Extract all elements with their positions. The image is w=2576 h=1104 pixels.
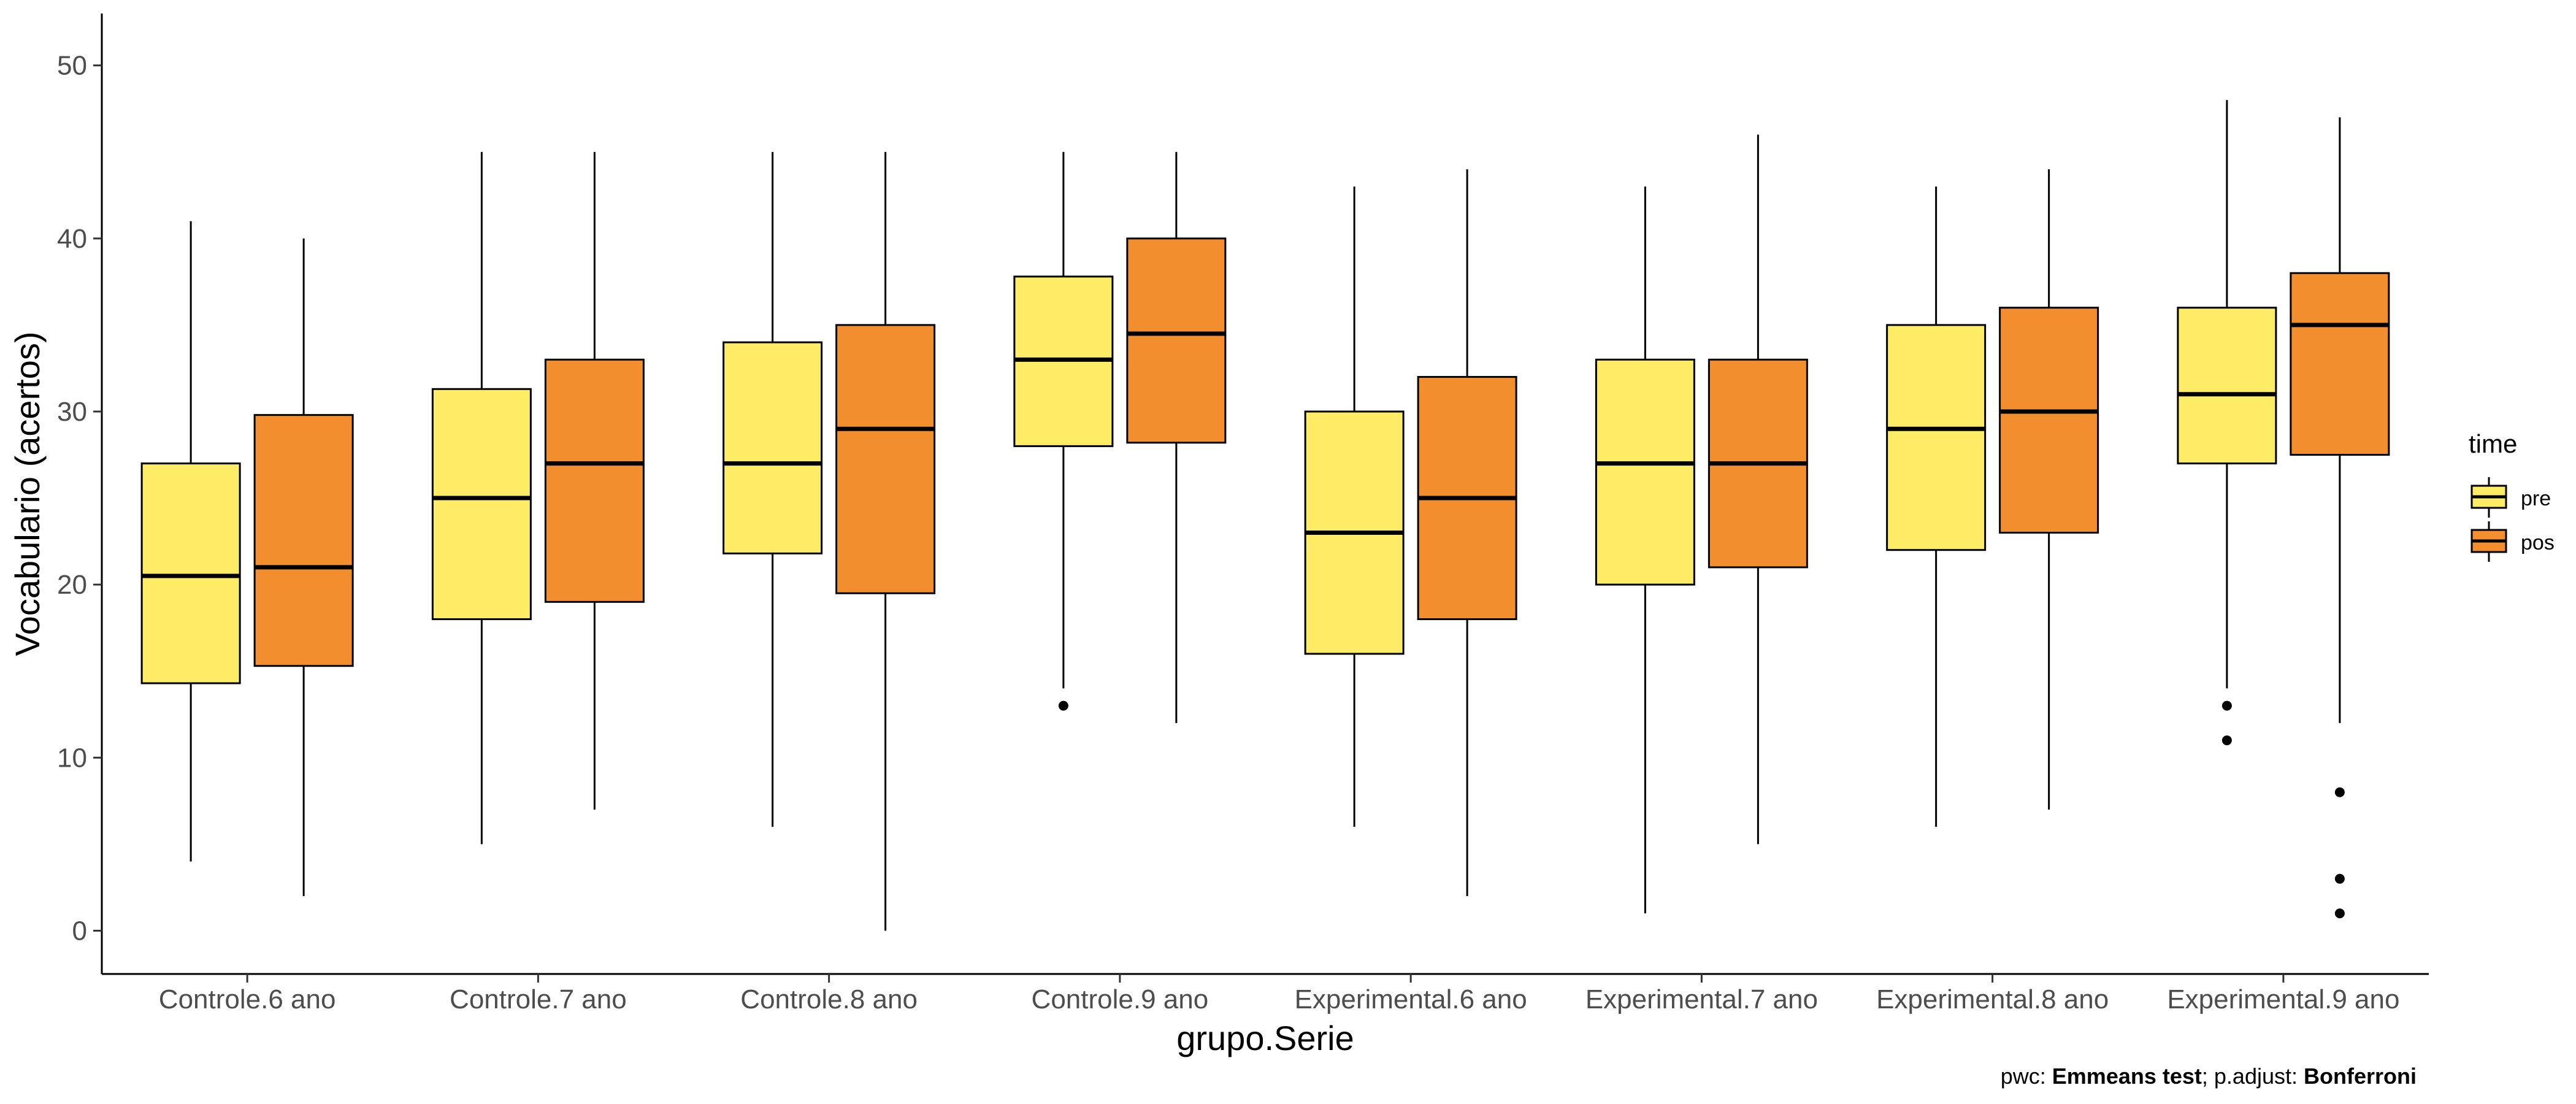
box-body xyxy=(1595,358,1695,586)
legend-item-pos: pos xyxy=(2471,521,2555,562)
box-pre-1 xyxy=(140,221,241,862)
y-tick-label: 10 xyxy=(57,743,87,773)
box-pre-7 xyxy=(1886,186,1987,827)
outlier-point xyxy=(2221,700,2232,711)
plot-area xyxy=(140,100,2390,931)
caption-pwc-label: pwc: xyxy=(2000,1064,2052,1089)
legend-label: pos xyxy=(2521,531,2555,554)
box-body xyxy=(431,388,532,621)
box-pre-3 xyxy=(723,151,823,827)
box-body xyxy=(723,341,823,554)
caption: pwc: Emmeans test; p.adjust: Bonferroni xyxy=(2001,1064,2417,1089)
box-body xyxy=(544,358,645,603)
box-pre-2 xyxy=(431,151,532,845)
box-body xyxy=(1999,307,2099,534)
box-body xyxy=(2290,272,2390,456)
y-tick-label: 0 xyxy=(72,916,87,946)
y-tick-label: 50 xyxy=(57,51,87,81)
box-pos-6 xyxy=(1708,134,1808,845)
caption-pwc-value: Emmeans test xyxy=(2052,1064,2202,1089)
box-body xyxy=(1126,237,1227,444)
box-pre-8 xyxy=(2177,100,2277,746)
box-pos-4 xyxy=(1126,151,1227,723)
outlier-point xyxy=(2221,735,2232,746)
outlier-point xyxy=(2334,873,2345,884)
box-pos-7 xyxy=(1999,169,2099,810)
y-tick-label: 40 xyxy=(57,224,87,254)
y-axis-title: Vocabulario (acertos) xyxy=(8,331,47,656)
box-pos-1 xyxy=(253,238,354,897)
x-tick-label: Experimental.9 ano xyxy=(2167,984,2399,1014)
caption-sep: ; p.adjust: xyxy=(2201,1064,2304,1089)
y-axis-ticks: 0 10 20 30 40 50 xyxy=(57,51,102,946)
box-body xyxy=(140,462,241,684)
box-pos-5 xyxy=(1417,169,1517,897)
x-axis-ticks: Controle.6 ano Controle.7 ano Controle.8 a… xyxy=(159,974,2399,1014)
legend-item-pre: pre xyxy=(2471,477,2551,518)
outlier-point xyxy=(2334,787,2345,797)
box-body xyxy=(2177,307,2277,465)
x-tick-label: Experimental.6 ano xyxy=(1295,984,1527,1014)
legend-title: time xyxy=(2469,429,2517,458)
box-pre-6 xyxy=(1595,186,1695,914)
legend-label: pre xyxy=(2521,487,2551,510)
box-body xyxy=(1886,324,1987,551)
box-pre-4 xyxy=(1013,151,1114,711)
outlier-point xyxy=(2334,908,2345,919)
box-pos-3 xyxy=(835,151,936,931)
x-tick-label: Controle.6 ano xyxy=(159,984,336,1014)
box-body xyxy=(835,324,936,594)
box-pre-5 xyxy=(1304,186,1405,827)
box-body xyxy=(253,414,354,667)
x-tick-label: Controle.9 ano xyxy=(1032,984,1209,1014)
x-axis-title: grupo.Serie xyxy=(1176,1019,1354,1057)
x-tick-label: Experimental.7 ano xyxy=(1585,984,1818,1014)
x-tick-label: Controle.8 ano xyxy=(740,984,918,1014)
y-tick-label: 20 xyxy=(57,570,87,600)
x-tick-label: Controle.7 ano xyxy=(450,984,627,1014)
outlier-point xyxy=(1058,700,1068,711)
box-pos-8 xyxy=(2290,117,2390,919)
x-tick-label: Experimental.8 ano xyxy=(1876,984,2109,1014)
legend: time pre pos xyxy=(2469,429,2555,562)
box-pos-2 xyxy=(544,151,645,810)
caption-adjust-value: Bonferroni xyxy=(2304,1064,2417,1089)
y-tick-label: 30 xyxy=(57,397,87,427)
